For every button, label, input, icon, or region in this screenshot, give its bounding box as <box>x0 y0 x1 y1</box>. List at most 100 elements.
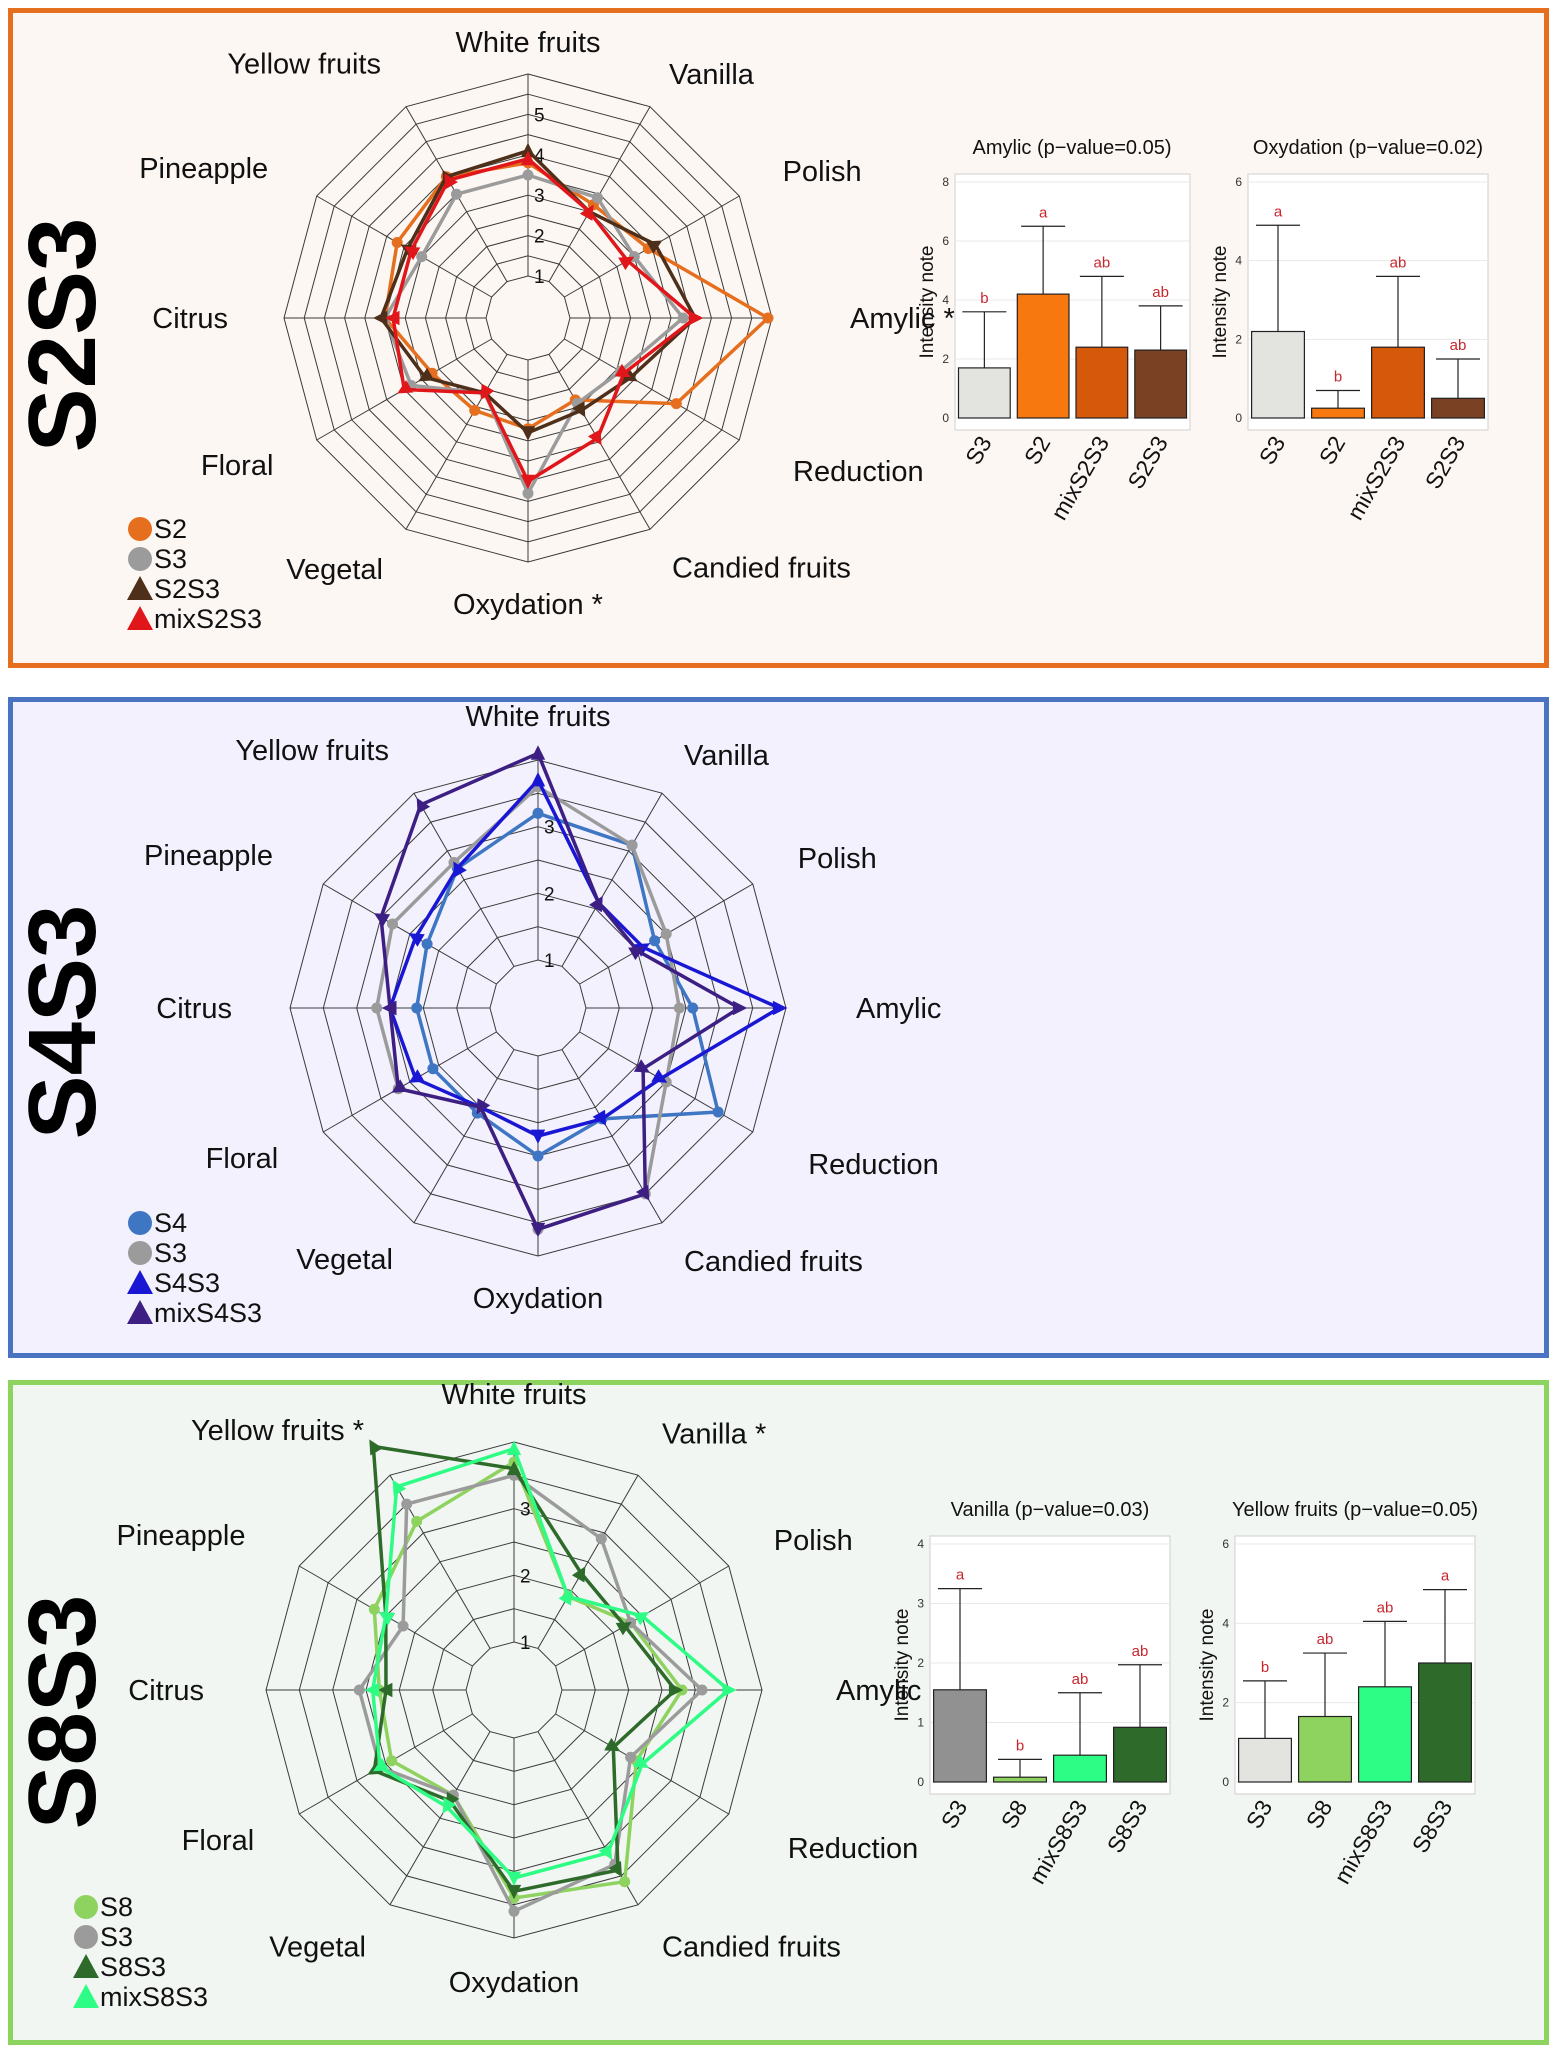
bar-y-tick-label: 6 <box>1235 175 1242 189</box>
bar-significance-letter: ab <box>1390 254 1407 271</box>
radar-point <box>401 1498 413 1510</box>
bar-significance-letter: ab <box>1377 1599 1394 1616</box>
radar-tick-label: 2 <box>534 227 545 248</box>
radar-point <box>411 1515 423 1527</box>
legend-label: S4 <box>154 1208 187 1238</box>
radar-point <box>418 367 435 382</box>
radar-tick-label: 3 <box>544 818 555 839</box>
bar-category-label: S3 <box>936 1796 973 1833</box>
bar-significance-letter: a <box>1039 204 1048 221</box>
radar-point <box>373 310 388 326</box>
radar-spoke <box>389 1731 491 1906</box>
bar-significance-letter: a <box>956 1567 965 1584</box>
bar-y-axis-label: Intensity note <box>892 1608 913 1721</box>
radar-axis-label: Amylic <box>836 1675 921 1707</box>
radar-point <box>444 173 458 190</box>
legend-marker <box>73 1954 99 1978</box>
radar-axis-label: White fruits <box>441 1379 586 1411</box>
radar-grid-ring <box>489 959 587 1057</box>
radar-axis-label: Candied fruits <box>684 1246 863 1278</box>
bar-y-tick-label: 4 <box>942 293 949 307</box>
radar-axis-label: White fruits <box>465 701 610 733</box>
radar-point <box>592 1109 606 1126</box>
legend-label: S8 <box>100 1892 133 1922</box>
radar-tick-label: 3 <box>520 1500 531 1521</box>
radar-axis-label: Amylic <box>856 993 941 1025</box>
bar-chart-2-1: Yellow fruits (p−value=0.05) 0 2 4 6 Intensit… <box>1197 1499 1478 1888</box>
bar-category-label: S8S3 <box>1407 1796 1458 1858</box>
radar-point <box>633 1612 650 1626</box>
radar-axis-label: Reduction <box>788 1833 919 1865</box>
radar-grid-ring <box>465 1641 563 1739</box>
bar <box>1357 1686 1412 1783</box>
radar-tick-label: 1 <box>520 1633 531 1654</box>
radar-point <box>392 1479 407 1496</box>
radar-point <box>522 487 534 499</box>
radar-axis-label: Reduction <box>793 456 924 488</box>
radar-point <box>506 1440 522 1456</box>
radar-axis-label: Polish <box>783 156 862 188</box>
radar-point <box>571 401 586 418</box>
panel-title-s8s3: S8S3 <box>9 1595 116 1830</box>
radar-point <box>571 1566 586 1583</box>
radar-point <box>649 935 661 947</box>
legend-label: S3 <box>154 1238 187 1268</box>
bar-significance-letter: a <box>1441 1568 1450 1585</box>
radar-point <box>608 1861 622 1878</box>
legend-label: mixS4S3 <box>154 1298 262 1328</box>
radar-point <box>520 474 536 490</box>
bar-category-label: S2 <box>1019 432 1056 469</box>
radar-point <box>688 310 704 326</box>
bar-y-axis-label: Intensity note <box>1210 245 1231 358</box>
bar-y-tick-label: 2 <box>917 1656 924 1670</box>
bar-significance-letter: b <box>1016 1737 1024 1754</box>
legend-label: mixS2S3 <box>154 604 262 634</box>
legend-label: S4S3 <box>154 1268 220 1298</box>
radar-axis-label: Yellow fruits <box>235 735 389 767</box>
bar <box>1237 1737 1292 1783</box>
panel-title-s2s3: S2S3 <box>9 218 116 453</box>
radar-point <box>416 797 431 814</box>
radar-point <box>712 1106 724 1118</box>
bar <box>1134 349 1188 419</box>
radar-point <box>506 1884 522 1900</box>
legend-marker <box>127 1270 153 1294</box>
legend-label: S2S3 <box>154 574 220 604</box>
radar-spoke <box>405 354 508 530</box>
bar-y-tick-label: 4 <box>917 1537 924 1551</box>
bar-category-label: S3 <box>1241 1796 1278 1833</box>
radar-point <box>451 188 462 200</box>
legend-marker <box>127 606 153 630</box>
radar-point <box>442 1797 457 1814</box>
radar-spoke <box>564 338 740 441</box>
radar-axis-label: Oxydation <box>449 1967 580 1999</box>
radar-axis-label: Reduction <box>808 1149 939 1181</box>
radar-axis-label: Citrus <box>128 1675 204 1707</box>
radar-point <box>532 807 544 819</box>
radar-point <box>368 1603 380 1615</box>
bar-category-label: S3 <box>960 432 997 469</box>
bar-chart-title: Amylic (p−value=0.05) <box>973 137 1172 159</box>
bar-y-tick-label: 2 <box>1222 1696 1229 1710</box>
radar-point <box>397 1620 409 1632</box>
bar-chart-2-0: Vanilla (p−value=0.03) 0 1 2 3 4 Intensity not… <box>892 1499 1171 1888</box>
bar <box>1250 330 1305 419</box>
legend-label: S3 <box>154 544 187 574</box>
radar-point <box>374 913 391 927</box>
bar-significance-letter: ab <box>1317 1631 1334 1648</box>
bar-chart-title: Yellow fruits (p−value=0.05) <box>1232 1499 1478 1521</box>
radar-tick-label: 4 <box>534 146 545 167</box>
radar-axis-label: Yellow fruits * <box>191 1415 364 1447</box>
radar-point <box>386 1755 398 1767</box>
bar-category-label: S2S3 <box>1420 432 1471 494</box>
radar-axis-label: Pineapple <box>139 153 268 185</box>
bar-chart-0-1: Oxydation (p−value=0.02) 0 2 4 6 Intensity no… <box>1210 137 1489 524</box>
radar-point <box>387 918 398 930</box>
bar-significance-letter: ab <box>1152 284 1169 301</box>
radar-point <box>588 429 602 446</box>
radar-point <box>369 1439 383 1456</box>
radar-point <box>353 1684 365 1696</box>
radar-point <box>628 946 645 961</box>
radar-axis-label: Vanilla * <box>662 1419 766 1451</box>
